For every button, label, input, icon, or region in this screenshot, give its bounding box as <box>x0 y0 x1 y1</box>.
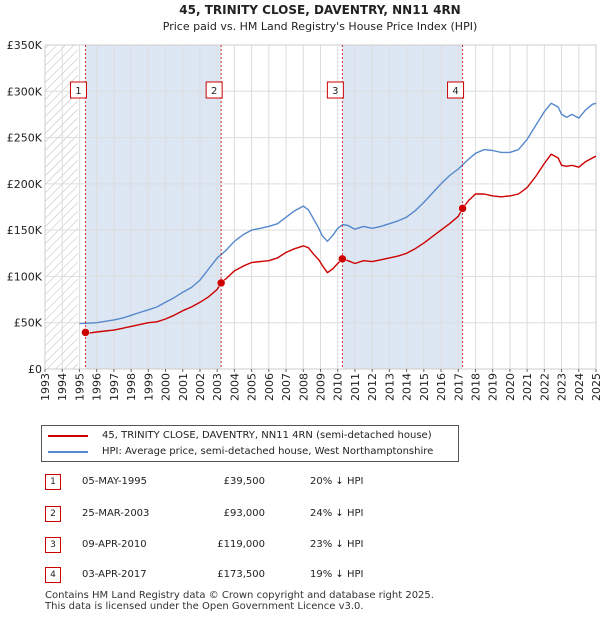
sale-hpi-diff: 24% ↓ HPI <box>310 508 364 519</box>
x-tick-label: 2007 <box>280 373 293 401</box>
legend-swatch-hpi <box>48 451 88 453</box>
x-tick-label: 2009 <box>315 373 328 401</box>
x-tick-label: 2016 <box>435 373 448 401</box>
sale-date: 03-APR-2017 <box>82 569 147 580</box>
sale-price: £173,500 <box>217 569 265 580</box>
sale-date: 25-MAR-2003 <box>82 508 150 519</box>
x-tick-label: 2011 <box>349 373 362 401</box>
y-axis-ticks: £0 £50K £100K £150K £200K £250K £300K £350K <box>7 39 43 376</box>
x-tick-label: 2008 <box>297 373 310 401</box>
legend-label-hpi: HPI: Average price, semi-detached house,… <box>102 446 434 457</box>
legend-swatch-property <box>48 435 88 437</box>
x-tick-label: 2024 <box>573 373 586 401</box>
x-tick-label: 1995 <box>73 373 86 401</box>
sale-price: £93,000 <box>223 508 265 519</box>
sale-point <box>216 278 226 288</box>
x-tick-label: 2004 <box>228 373 241 401</box>
sale-number-badge: 2 <box>45 506 61 522</box>
sale-date: 09-APR-2010 <box>82 539 147 550</box>
sale-marker-number: 3 <box>332 86 338 97</box>
x-tick-label: 1997 <box>108 373 121 401</box>
x-tick-label: 1994 <box>56 373 69 401</box>
table-row: 1 05-MAY-1995 £39,500 20% ↓ HPI <box>0 473 600 493</box>
table-row: 4 03-APR-2017 £173,500 19% ↓ HPI <box>0 566 600 586</box>
x-tick-label: 2015 <box>418 373 431 401</box>
sale-date: 05-MAY-1995 <box>82 476 148 487</box>
legend-item-property: 45, TRINITY CLOSE, DAVENTRY, NN11 4RN (s… <box>48 428 432 444</box>
x-axis-ticks: 1993 1994 1995 1996 1997 1998 1999 2000 2001 2002… <box>39 369 600 401</box>
x-tick-label: 1998 <box>125 373 138 401</box>
pre-data-hatch <box>45 45 78 369</box>
x-tick-label: 2006 <box>263 373 276 401</box>
x-tick-label: 2003 <box>211 373 224 401</box>
x-tick-label: 2020 <box>504 373 517 401</box>
sale-hpi-diff: 20% ↓ HPI <box>310 476 364 487</box>
x-tick-label: 2014 <box>401 373 414 401</box>
x-tick-label: 2010 <box>332 373 345 401</box>
x-tick-label: 2001 <box>177 373 190 401</box>
x-tick-label: 1999 <box>142 373 155 401</box>
y-tick-label: £300K <box>7 85 43 98</box>
sale-number-badge: 3 <box>45 537 61 553</box>
sale-marker-box <box>69 81 87 99</box>
x-tick-label: 1993 <box>39 373 52 401</box>
sale-marker-label: 1 <box>69 81 87 99</box>
y-tick-label: £350K <box>7 39 43 52</box>
sale-marker-number: 4 <box>452 86 458 97</box>
x-tick-label: 2021 <box>521 373 534 401</box>
series-line-hpi <box>79 102 597 325</box>
sale-marker-label: 2 <box>205 81 223 99</box>
footer-line-copyright: Contains HM Land Registry data © Crown c… <box>45 590 434 601</box>
x-tick-label: 2018 <box>469 373 482 401</box>
x-tick-label: 2002 <box>194 373 207 401</box>
sale-hpi-diff: 19% ↓ HPI <box>310 569 364 580</box>
x-tick-label: 2023 <box>556 373 569 401</box>
x-tick-label: 2025 <box>590 373 600 401</box>
price-chart: 45, TRINITY CLOSE, DAVENTRY, NN11 4RN Pr… <box>7 3 600 401</box>
ownership-band <box>85 45 222 369</box>
x-tick-label: 2012 <box>366 373 379 401</box>
legend-item-hpi: HPI: Average price, semi-detached house,… <box>48 444 433 460</box>
footer-line-licence: This data is licensed under the Open Gov… <box>45 601 364 612</box>
legend: 45, TRINITY CLOSE, DAVENTRY, NN11 4RN (s… <box>41 425 459 462</box>
sale-marker-box <box>447 81 465 99</box>
y-tick-label: £0 <box>28 363 42 376</box>
ownership-band <box>342 45 463 369</box>
x-tick-label: 2000 <box>160 373 173 401</box>
x-tick-label: 2005 <box>246 373 259 401</box>
y-tick-label: £200K <box>7 178 43 191</box>
legend-label-property: 45, TRINITY CLOSE, DAVENTRY, NN11 4RN (s… <box>102 430 432 441</box>
x-tick-label: 2022 <box>538 373 551 401</box>
sale-marker-label: 3 <box>326 81 344 99</box>
y-tick-label: £50K <box>14 317 43 330</box>
sale-marker-label: 4 <box>447 81 465 99</box>
sale-hpi-diff: 23% ↓ HPI <box>310 539 364 550</box>
table-row: 2 25-MAR-2003 £93,000 24% ↓ HPI <box>0 505 600 525</box>
sale-number-badge: 4 <box>45 567 61 583</box>
y-tick-label: £150K <box>7 224 43 237</box>
x-tick-label: 2013 <box>383 373 396 401</box>
sale-marker-box <box>205 81 223 99</box>
chart-subtitle: Price paid vs. HM Land Registry's House … <box>163 20 478 33</box>
sale-marker-number: 2 <box>211 86 217 97</box>
sale-point <box>458 204 467 213</box>
y-tick-label: £100K <box>7 270 43 283</box>
sale-markers: 1 2 3 4 <box>69 45 467 369</box>
x-tick-label: 2019 <box>487 373 500 401</box>
sale-number-badge: 1 <box>45 474 61 490</box>
sale-marker-number: 1 <box>75 86 81 97</box>
sale-marker-box <box>326 81 344 99</box>
y-tick-label: £250K <box>7 132 43 145</box>
footer-attribution: Contains HM Land Registry data © Crown c… <box>45 590 434 612</box>
x-tick-label: 1996 <box>91 373 104 401</box>
sale-price: £119,000 <box>217 539 265 550</box>
sale-price: £39,500 <box>223 476 265 487</box>
chart-title: 45, TRINITY CLOSE, DAVENTRY, NN11 4RN <box>179 3 460 17</box>
sale-point <box>81 328 90 337</box>
x-tick-label: 2017 <box>452 373 465 401</box>
table-row: 3 09-APR-2010 £119,000 23% ↓ HPI <box>0 536 600 556</box>
sale-point <box>338 254 347 264</box>
